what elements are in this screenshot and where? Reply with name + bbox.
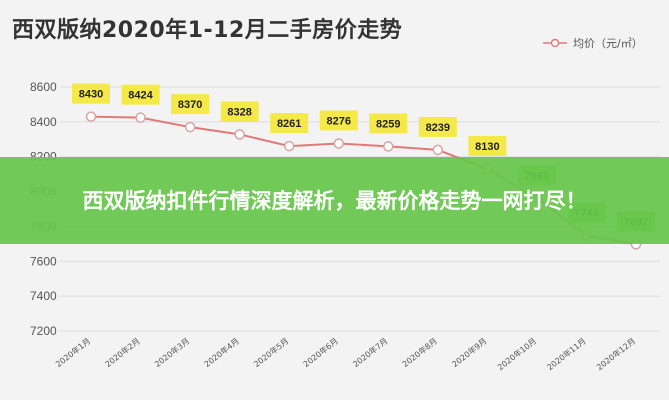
data-label: 8259 — [369, 113, 408, 134]
data-label-text: 8261 — [277, 118, 301, 130]
data-label-bg — [171, 94, 210, 115]
data-label-bg — [220, 101, 259, 122]
y-tick-label: 7600 — [30, 254, 57, 268]
data-label-bg — [72, 83, 110, 104]
y-tick-label: 8400 — [30, 115, 57, 129]
legend-marker — [550, 38, 560, 48]
data-label-bg — [468, 135, 507, 156]
y-tick-label: 7400 — [30, 289, 57, 303]
data-point — [234, 129, 245, 140]
x-tick-label: 2020年2月 — [103, 336, 142, 369]
banner-text: 西双版纳扣件行情深度解析，最新价格走势一网打尽！ — [82, 188, 587, 213]
data-point — [383, 141, 394, 152]
data-label-text: 8259 — [376, 118, 400, 130]
chart-title: 西双版纳2020年1-12月二手房价走势 — [12, 18, 403, 43]
x-tick-label: 2020年3月 — [153, 336, 192, 369]
legend: 均价（元/㎡） — [543, 37, 643, 50]
y-tick-label: 8600 — [30, 80, 57, 94]
x-axis: 2020年1月 2020年2月 2020年3月 2020年4月 2020年5月 2020年… — [53, 336, 637, 373]
x-tick-label: 2020年9月 — [450, 336, 489, 369]
data-point — [184, 121, 196, 133]
data-point — [432, 144, 444, 156]
x-tick-label: 2020年7月 — [351, 336, 390, 369]
x-tick-label: 2020年12月 — [594, 336, 637, 373]
overlay-banner[interactable]: 西双版纳扣件行情深度解析，最新价格走势一网打尽！ — [0, 157, 669, 244]
x-tick-label: 2020年4月 — [202, 336, 241, 369]
data-label-bg — [369, 113, 408, 134]
x-tick-label: 2020年5月 — [252, 336, 291, 369]
y-tick-label: 7200 — [30, 324, 57, 338]
data-label-text: 8328 — [227, 106, 251, 118]
data-label-bg — [418, 116, 457, 137]
data-label: 8261 — [270, 113, 309, 134]
x-tick-label: 2020年10月 — [495, 336, 538, 373]
data-label: 8130 — [468, 135, 507, 156]
data-label-text: 8130 — [475, 141, 499, 153]
legend-label: 均价（元/㎡） — [573, 37, 643, 50]
data-label: 8239 — [418, 116, 457, 137]
x-tick-label: 2020年6月 — [301, 336, 340, 369]
data-label: 8370 — [171, 94, 210, 115]
data-label-text: 8239 — [426, 122, 450, 134]
data-label: 8328 — [220, 101, 259, 122]
data-point — [85, 111, 97, 122]
x-tick-label: 2020年11月 — [545, 336, 588, 373]
data-point — [333, 138, 344, 149]
data-label-bg — [270, 113, 309, 134]
data-label-text: 8424 — [128, 90, 153, 102]
data-label-bg — [121, 84, 160, 105]
data-label-text: 8276 — [326, 115, 350, 127]
data-label-bg — [319, 110, 358, 131]
data-label: 8424 — [121, 84, 160, 105]
x-tick-label: 2020年1月 — [53, 336, 92, 369]
data-point — [135, 112, 146, 123]
x-tick-label: 2020年8月 — [400, 336, 439, 369]
data-label-text: 8370 — [178, 99, 202, 111]
data-label: 8276 — [319, 110, 358, 131]
data-point — [283, 140, 295, 152]
data-label-text: 8430 — [79, 89, 103, 101]
data-label: 8430 — [72, 83, 110, 104]
